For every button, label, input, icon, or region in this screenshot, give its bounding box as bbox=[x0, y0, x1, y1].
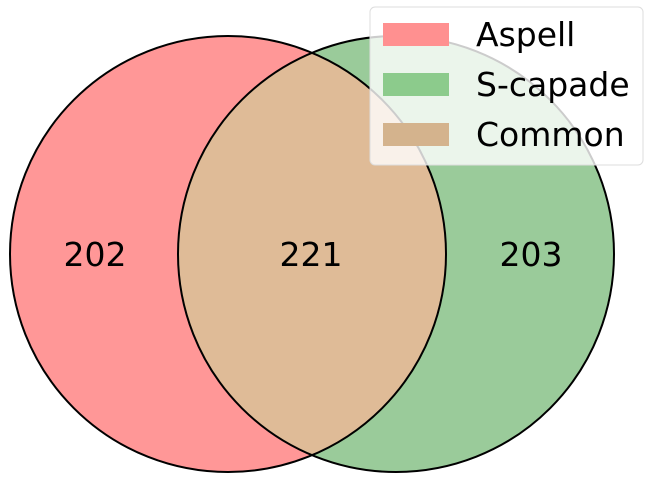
legend-label-s-capade: S-capade bbox=[476, 65, 630, 104]
common-region bbox=[178, 36, 446, 472]
common-count: 221 bbox=[280, 235, 343, 274]
legend-swatch-s-capade bbox=[383, 73, 449, 96]
legend-label-aspell: Aspell bbox=[476, 15, 575, 54]
s-capade-only-count: 203 bbox=[500, 235, 563, 274]
legend-label-common: Common bbox=[476, 115, 625, 154]
aspell-only-count: 202 bbox=[64, 235, 127, 274]
legend-swatch-common bbox=[383, 123, 449, 146]
aspell-outline bbox=[9, 35, 447, 473]
legend: Aspell S-capade Common bbox=[369, 6, 644, 166]
legend-swatch-aspell bbox=[383, 23, 449, 46]
